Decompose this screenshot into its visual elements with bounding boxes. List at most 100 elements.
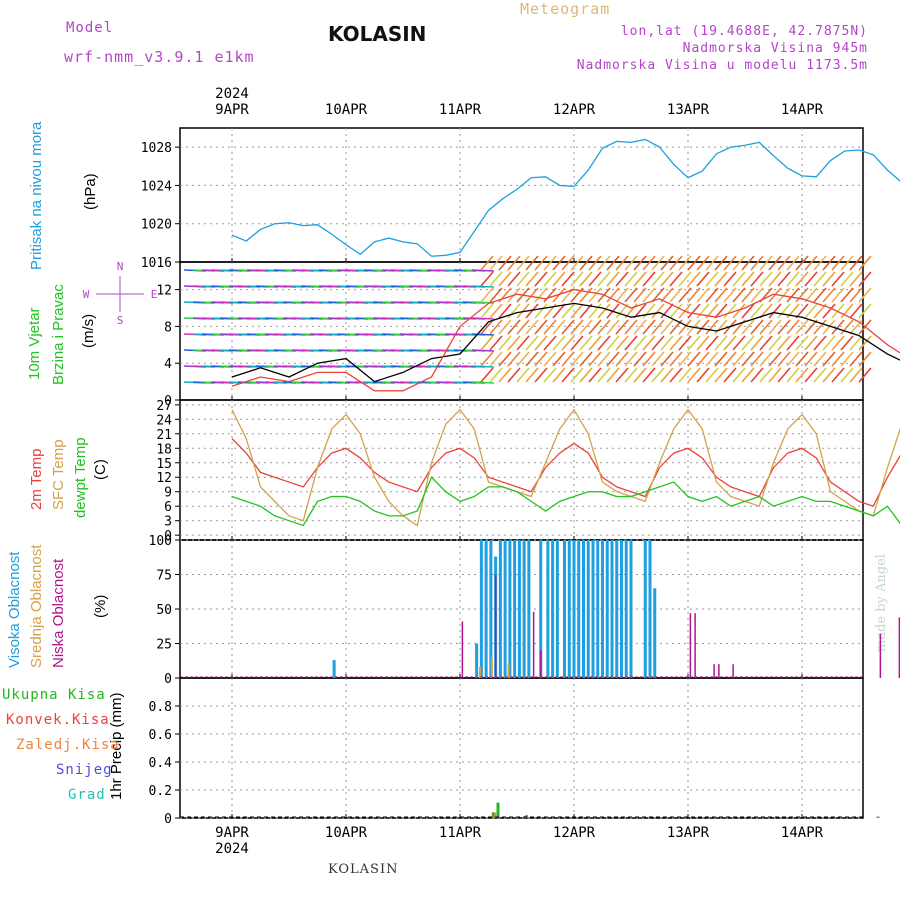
wind-barb bbox=[678, 271, 692, 287]
wind-barb bbox=[651, 367, 665, 383]
high-cloud-bar-25 bbox=[601, 540, 604, 678]
wind-barb bbox=[831, 335, 845, 351]
wind-barb bbox=[624, 255, 638, 271]
wind-barb bbox=[489, 319, 503, 335]
wind-barb bbox=[480, 255, 494, 271]
wind-barb bbox=[696, 303, 710, 319]
wind-barb bbox=[552, 335, 566, 351]
compass-e: E bbox=[151, 288, 158, 301]
wind-barb bbox=[570, 351, 584, 367]
wind-barb bbox=[786, 319, 800, 335]
low-cloud-bar-0 bbox=[461, 621, 464, 678]
wind-barb bbox=[507, 319, 521, 335]
wind-barb bbox=[660, 271, 674, 287]
wind-barb bbox=[489, 255, 503, 271]
wind-barb bbox=[705, 255, 719, 271]
wind-barb bbox=[525, 367, 539, 383]
wind-barb bbox=[723, 367, 737, 383]
pressure-series-pressure bbox=[231, 138, 900, 257]
wind-barb bbox=[561, 303, 575, 319]
wind-barb bbox=[543, 287, 557, 303]
high-cloud-bar-33 bbox=[648, 540, 652, 678]
wind-barb bbox=[579, 255, 593, 271]
high-cloud-bar-27 bbox=[610, 540, 614, 678]
bottom-day-label-1: 10APR bbox=[325, 825, 368, 841]
bottom-day-label-4: 13APR bbox=[667, 825, 710, 841]
wind-barb bbox=[588, 303, 602, 319]
wind-barb bbox=[570, 303, 584, 319]
wind-barb bbox=[804, 271, 818, 287]
wind-barb bbox=[471, 269, 495, 272]
wind-barb bbox=[525, 319, 539, 335]
low-cloud-bar-8 bbox=[732, 664, 734, 678]
wind-barb bbox=[480, 319, 494, 335]
total-rain-bar-3 bbox=[876, 816, 880, 818]
wind-barb bbox=[498, 367, 512, 383]
model-elevation-label: Nadmorska Visina u modelu 1173.5m bbox=[576, 58, 868, 73]
model-label: Model bbox=[66, 20, 114, 36]
wind-barb bbox=[849, 271, 863, 287]
wind-barb bbox=[822, 287, 836, 303]
wind-barb bbox=[525, 303, 539, 319]
wind-barb bbox=[813, 255, 827, 271]
footer-station: KOLASIN bbox=[328, 862, 399, 877]
wind-barb bbox=[669, 351, 683, 367]
top-day-label-0: 9APR bbox=[215, 102, 249, 118]
wind-barb bbox=[777, 335, 791, 351]
wind-barb bbox=[534, 335, 548, 351]
wind-barb bbox=[678, 351, 692, 367]
low-cloud-bar-5 bbox=[694, 613, 696, 678]
wind-barb bbox=[660, 367, 674, 383]
clouds-ytick-label-2: 50 bbox=[156, 603, 172, 618]
wind-barb bbox=[759, 351, 773, 367]
high-cloud-bar-10 bbox=[517, 540, 521, 678]
bottom-day-label-3: 12APR bbox=[553, 825, 596, 841]
wind-barb bbox=[561, 319, 575, 335]
wind-barb bbox=[813, 351, 827, 367]
legend-convective-rain: Konvek.Kisa bbox=[6, 712, 110, 728]
wind-barb bbox=[777, 319, 791, 335]
wind-barb bbox=[534, 271, 548, 287]
wind-barb bbox=[849, 351, 863, 367]
precip-ytick-label-0: 0 bbox=[164, 812, 172, 827]
wind-barb bbox=[741, 287, 755, 303]
wind-barb bbox=[840, 335, 854, 351]
temperature-ytick-label-1: 3 bbox=[164, 515, 172, 530]
wind-barb bbox=[651, 287, 665, 303]
wind-barb bbox=[660, 351, 674, 367]
wind-barb bbox=[741, 255, 755, 271]
wind-barb bbox=[669, 335, 683, 351]
high-cloud-bar-24 bbox=[596, 540, 600, 678]
wind-barb bbox=[624, 319, 638, 335]
wind-barb bbox=[696, 319, 710, 335]
wind-barb bbox=[579, 287, 593, 303]
wind-barb bbox=[831, 287, 845, 303]
wind-ytick-label-0: 0 bbox=[164, 394, 172, 409]
wind-barb bbox=[849, 303, 863, 319]
wind-barb bbox=[732, 271, 746, 287]
wind-barb bbox=[813, 367, 827, 383]
wind-barb bbox=[840, 271, 854, 287]
wind-barb bbox=[678, 255, 692, 271]
meteogram-label: Meteogram bbox=[520, 0, 611, 18]
wind-barb bbox=[714, 287, 728, 303]
high-cloud-bar-20 bbox=[577, 540, 581, 678]
wind-barb bbox=[570, 319, 584, 335]
high-cloud-bar-23 bbox=[591, 540, 595, 678]
wind-barb bbox=[597, 351, 611, 367]
wind-barb bbox=[858, 255, 872, 271]
wind-barb bbox=[669, 287, 683, 303]
wind-barb bbox=[831, 319, 845, 335]
wind-barb bbox=[480, 351, 494, 367]
wind-barb bbox=[696, 351, 710, 367]
wind-barb bbox=[840, 255, 854, 271]
wind-series-gust bbox=[231, 288, 900, 392]
wind-barb bbox=[534, 367, 548, 383]
high-cloud-bar-28 bbox=[615, 540, 619, 678]
low-cloud-bar-2 bbox=[532, 611, 535, 678]
clouds-ytick-label-3: 75 bbox=[156, 569, 172, 584]
wind-barb bbox=[840, 303, 854, 319]
wind-barb bbox=[750, 287, 764, 303]
wind-barb bbox=[570, 335, 584, 351]
wind-barb bbox=[858, 335, 872, 351]
